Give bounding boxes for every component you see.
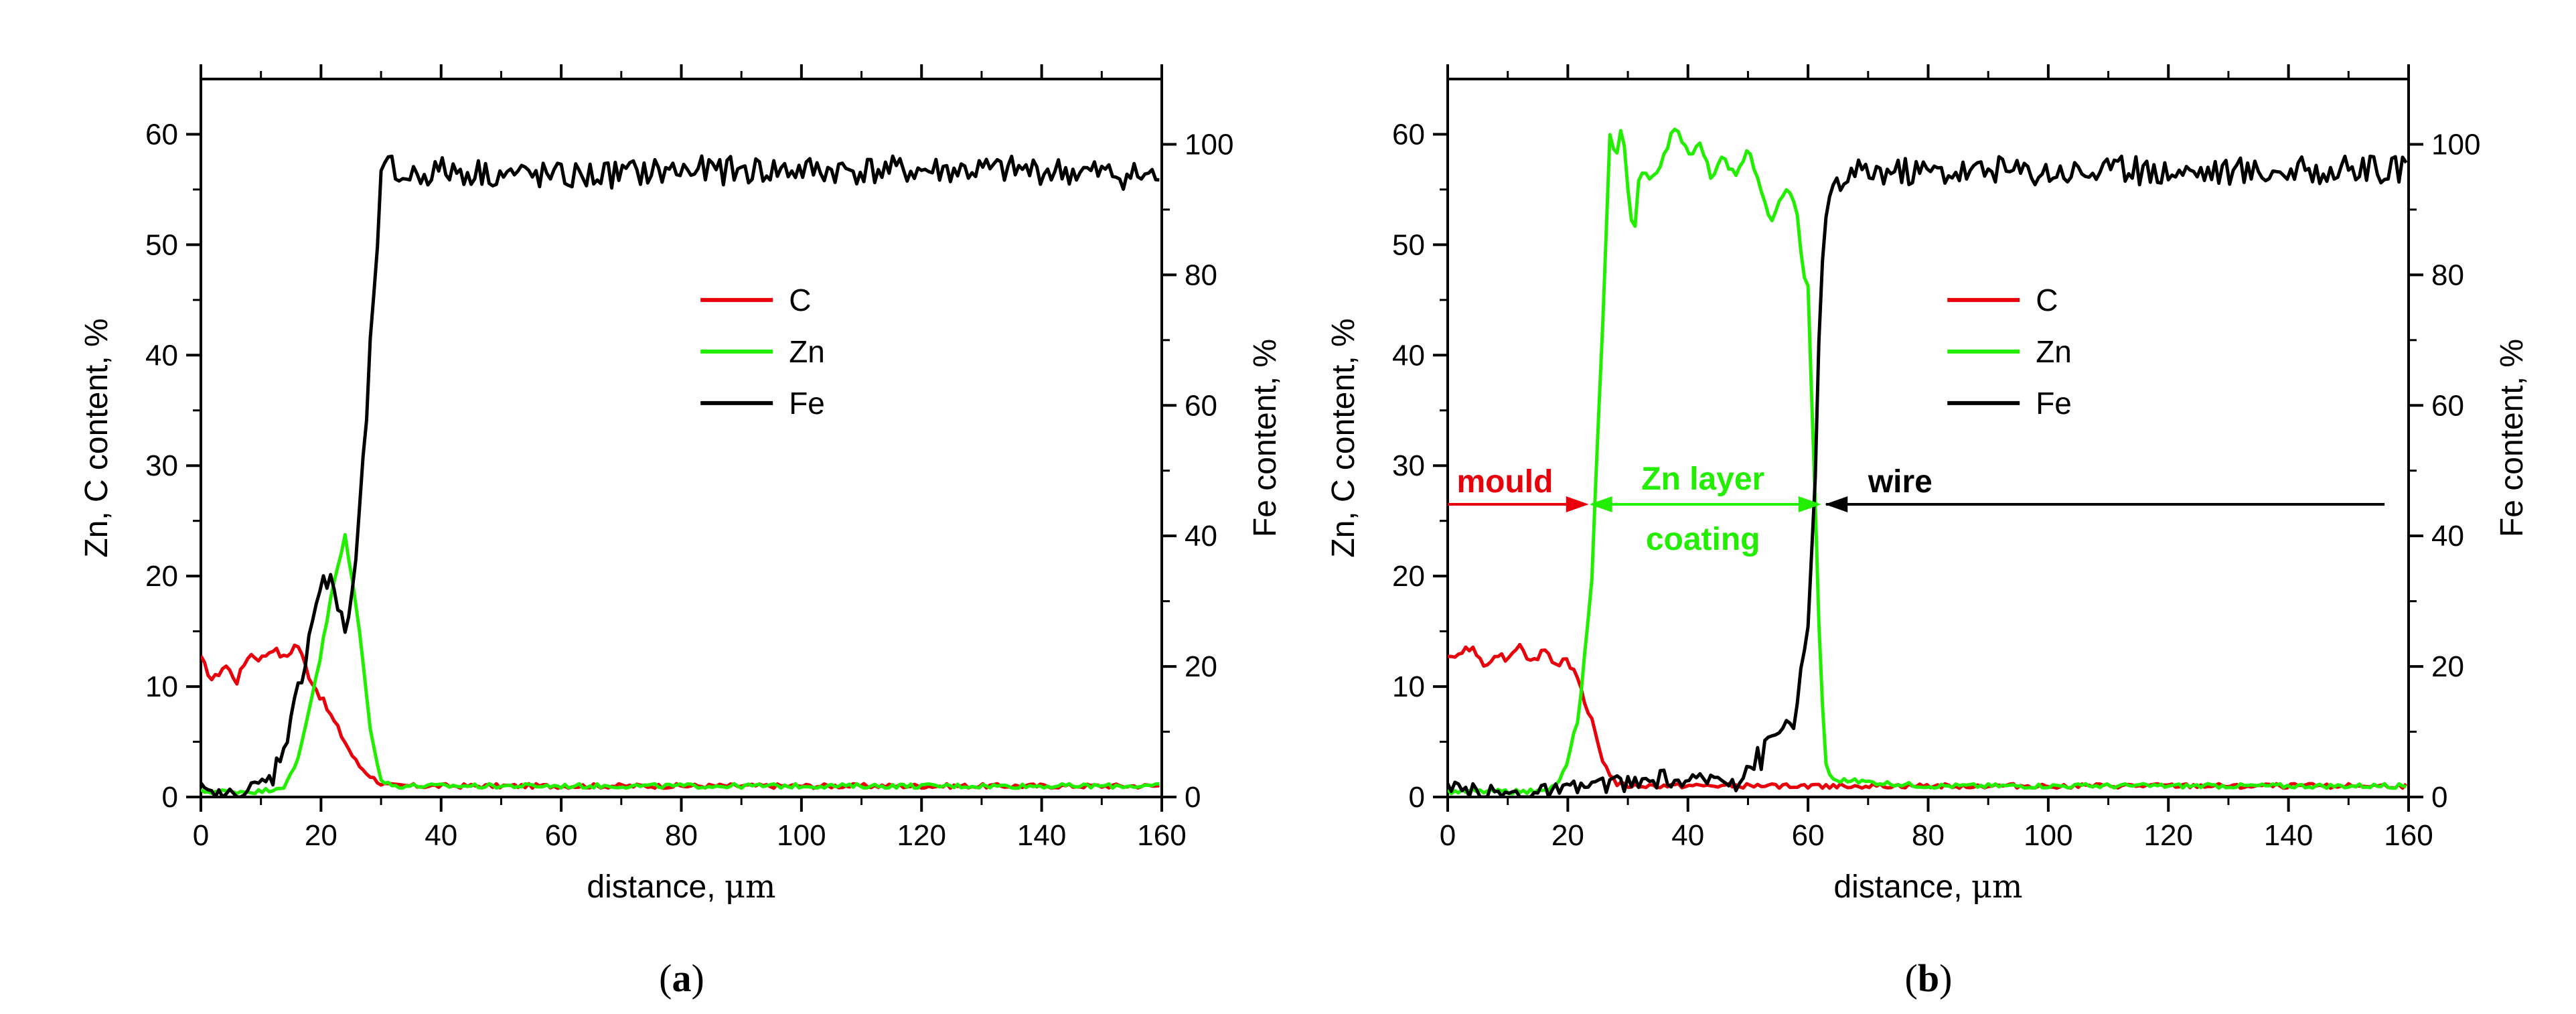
panel-b-yr-tick-label-20: 20 — [2431, 650, 2464, 683]
panel-b-legend-label-fe: Fe — [2036, 386, 2072, 421]
panel-b-yl-tick-label-30: 30 — [1392, 449, 1425, 482]
panel-a-x-tick-label-120: 120 — [897, 819, 946, 852]
panel-b-x-tick-label-60: 60 — [1792, 819, 1825, 852]
panel-a-caption-open: ( — [659, 956, 672, 1000]
panel-a-yr-tick-label-0: 0 — [1185, 781, 1201, 814]
panel-b-yl-tick-label-20: 20 — [1392, 560, 1425, 593]
panel-b-yr-tick-label-40: 40 — [2431, 520, 2464, 553]
panel-a-yl-tick-label-20: 20 — [145, 560, 178, 593]
panel-b-x-axis-label-unit: μm — [1971, 868, 2023, 906]
panel-a-y-left-axis-label: Zn, C content, % — [79, 318, 115, 558]
panel-b-x-tick-label-0: 0 — [1440, 819, 1456, 852]
panel-a-y-right-axis-label: Fe content, % — [1247, 339, 1283, 537]
panel-a-x-axis-label: distance, μm — [587, 868, 775, 906]
panel-b-plot-frame — [1446, 78, 2410, 798]
panel-a: 0 20 40 60 80 100 120 140 160 0 10 20 30 40 50 60 0 20 40 6… — [79, 64, 1283, 1000]
panel-a-caption-close: ) — [692, 956, 704, 1000]
panel-a-x-tick-label-20: 20 — [305, 819, 337, 852]
panel-b-annotation-zn-layer: Zn layer — [1641, 461, 1764, 497]
panel-b-yr-tick-label-60: 60 — [2431, 389, 2464, 422]
panel-a-yr-tick-label-60: 60 — [1185, 389, 1217, 422]
panel-b-caption: (b) — [1905, 956, 1953, 1000]
panel-b-yl-tick-label-60: 60 — [1392, 118, 1425, 151]
panel-a-x-axis-label-unit: μm — [725, 868, 776, 906]
panel-a-x-tick-label-140: 140 — [1017, 819, 1066, 852]
panel-b-y-left-axis-label: Zn, C content, % — [1326, 318, 1361, 558]
panel-a-legend-label-zn: Zn — [789, 334, 825, 369]
panel-b-legend-label-zn: Zn — [2036, 334, 2072, 369]
panel-b-arrowhead-zn-right — [1798, 496, 1821, 512]
panel-a-yr-tick-label-100: 100 — [1185, 128, 1233, 161]
panel-b-caption-letter: b — [1918, 956, 1939, 1000]
panel-a-x-tick-label-60: 60 — [545, 819, 578, 852]
panel-b-legend-label-c: C — [2036, 283, 2058, 317]
panel-b-x-tick-label-120: 120 — [2144, 819, 2193, 852]
panel-a-series-fe-line — [201, 154, 1160, 797]
panel-a-x-tick-label-80: 80 — [665, 819, 698, 852]
panel-b: 0 20 40 60 80 100 120 140 160 0 10 20 30 40 50 60 0 20 40 6… — [1326, 64, 2530, 1000]
panel-a-x-axis-label-main: distance, — [587, 869, 724, 905]
panel-a-yr-tick-label-80: 80 — [1185, 259, 1217, 291]
panel-a-yl-tick-label-50: 50 — [145, 228, 178, 261]
panel-b-yr-tick-label-0: 0 — [2431, 781, 2447, 814]
panel-b-yr-tick-label-80: 80 — [2431, 259, 2464, 291]
panel-b-annotation-wire: wire — [1868, 464, 1933, 500]
panel-b-x-tick-label-40: 40 — [1671, 819, 1704, 852]
panel-a-x-tick-label-0: 0 — [193, 819, 209, 852]
panel-a-yl-tick-label-0: 0 — [162, 781, 178, 814]
panel-b-yl-tick-label-10: 10 — [1392, 670, 1425, 703]
panel-b-series-zn-line — [1448, 127, 2407, 796]
panel-b-y-right-axis-label: Fe content, % — [2494, 339, 2530, 537]
panel-b-caption-open: ( — [1905, 956, 1918, 1000]
panel-b-yr-tick-label-100: 100 — [2431, 128, 2480, 161]
panel-a-caption-letter: a — [672, 956, 692, 1000]
panel-a-caption: (a) — [659, 956, 704, 1000]
panel-b-x-tick-label-140: 140 — [2264, 819, 2313, 852]
panel-b-yl-tick-label-0: 0 — [1409, 781, 1425, 814]
panel-a-series-group — [201, 154, 1160, 797]
panel-a-x-tick-label-100: 100 — [777, 819, 826, 852]
panel-b-arrowhead-mould — [1566, 496, 1589, 512]
panel-b-x-axis-label-main: distance, — [1833, 869, 1971, 905]
panel-a-yl-tick-label-10: 10 — [145, 670, 178, 703]
panel-b-x-tick-label-160: 160 — [2384, 819, 2433, 852]
panel-a-yr-tick-label-20: 20 — [1185, 650, 1217, 683]
panel-a-yl-tick-label-30: 30 — [145, 449, 178, 482]
panel-b-x-tick-label-20: 20 — [1551, 819, 1584, 852]
panel-a-legend-label-c: C — [789, 283, 811, 317]
panel-a-x-tick-label-40: 40 — [425, 819, 457, 852]
panel-b-arrowhead-zn-left — [1589, 496, 1612, 512]
panel-a-yl-tick-label-60: 60 — [145, 118, 178, 151]
panel-b-series-c-line — [1448, 642, 2408, 790]
panel-b-x-tick-label-100: 100 — [2024, 819, 2072, 852]
panel-b-series-group — [1448, 127, 2408, 797]
panel-b-x-tick-label-80: 80 — [1912, 819, 1945, 852]
panel-a-series-zn-line — [201, 532, 1160, 796]
panel-a-yr-tick-label-40: 40 — [1185, 520, 1217, 553]
panel-a-plot-frame — [200, 78, 1163, 798]
panel-a-yl-tick-label-40: 40 — [145, 339, 178, 372]
panel-b-arrowhead-wire — [1825, 496, 1848, 512]
panel-b-yl-tick-label-40: 40 — [1392, 339, 1425, 372]
panel-b-caption-close: ) — [1939, 956, 1952, 1000]
panel-b-annotation-coating: coating — [1646, 522, 1760, 557]
panel-b-x-axis-label: distance, μm — [1833, 868, 2022, 906]
panel-b-series-fe-line — [1448, 154, 2408, 797]
panel-b-yl-tick-label-50: 50 — [1392, 228, 1425, 261]
panel-a-series-c-line — [201, 643, 1160, 790]
panel-a-legend-label-fe: Fe — [789, 386, 825, 421]
panel-b-annotation-mould: mould — [1456, 464, 1553, 500]
panel-a-x-tick-label-160: 160 — [1137, 819, 1186, 852]
